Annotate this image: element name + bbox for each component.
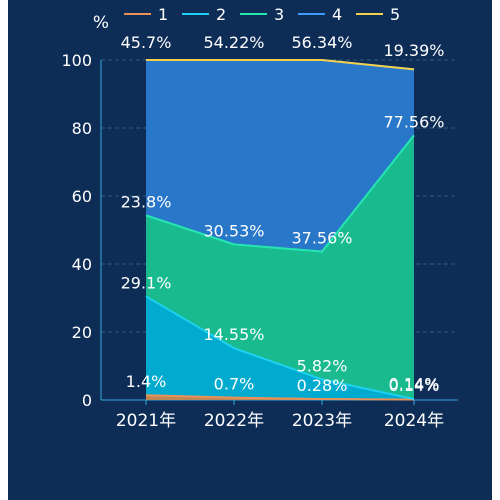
data-label-series-1: 0.28% bbox=[297, 376, 348, 395]
data-label-series-2: 0.14% bbox=[389, 376, 440, 395]
line-series-2 bbox=[145, 295, 415, 401]
y-tick-label: 60 bbox=[72, 187, 92, 206]
y-tick-label: 80 bbox=[72, 119, 92, 138]
data-label-series-4: 54.22% bbox=[203, 33, 264, 52]
y-tick-label: 100 bbox=[61, 51, 92, 70]
legend-label-2: 2 bbox=[216, 5, 226, 24]
area-series-4 bbox=[146, 60, 414, 252]
x-tick-label: 2023年 bbox=[292, 411, 352, 431]
data-label-series-2: 14.55% bbox=[203, 325, 264, 344]
data-label-series-3: 37.56% bbox=[291, 229, 352, 248]
data-label-series-4: 45.7% bbox=[121, 33, 172, 52]
data-label-series-2: 5.82% bbox=[297, 356, 348, 375]
data-label-series-1: 0.7% bbox=[214, 375, 255, 394]
line-series-3 bbox=[145, 134, 415, 253]
legend-label-3: 3 bbox=[274, 5, 284, 24]
area-series-1 bbox=[146, 395, 414, 400]
data-label-series-2: 29.1% bbox=[121, 273, 172, 292]
x-tick-label: 2021年 bbox=[116, 411, 176, 431]
data-label-series-3: 30.53% bbox=[203, 221, 264, 240]
line-series-5 bbox=[146, 59, 415, 71]
data-label-series-1: 1.4% bbox=[126, 372, 167, 391]
x-tick-label: 2024年 bbox=[384, 411, 444, 431]
legend-label-1: 1 bbox=[158, 5, 168, 24]
data-label-series-1: 0.14% bbox=[389, 375, 440, 394]
data-label-series-3: 77.56% bbox=[383, 112, 444, 131]
y-axis-unit-label: % bbox=[93, 13, 109, 33]
area-series-3 bbox=[146, 135, 414, 400]
legend-label-5: 5 bbox=[390, 5, 400, 24]
data-label-series-3: 23.8% bbox=[121, 192, 172, 211]
data-label-series-4: 19.39% bbox=[383, 41, 444, 60]
y-tick-label: 40 bbox=[72, 255, 92, 274]
data-label-series-4: 56.34% bbox=[291, 33, 352, 52]
area-series-2 bbox=[146, 296, 414, 400]
y-tick-label: 20 bbox=[72, 323, 92, 342]
line-series-1 bbox=[145, 394, 415, 401]
x-tick-label: 2022年 bbox=[204, 411, 264, 431]
legend-label-4: 4 bbox=[332, 5, 342, 24]
y-tick-label: 0 bbox=[82, 391, 92, 410]
